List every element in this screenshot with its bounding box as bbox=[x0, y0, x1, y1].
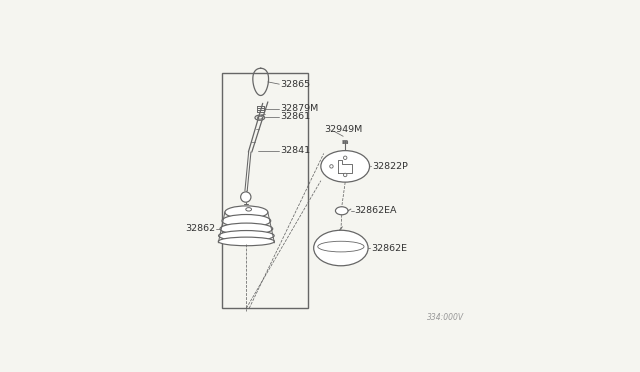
Text: 32841: 32841 bbox=[280, 146, 310, 155]
Circle shape bbox=[344, 156, 347, 160]
Ellipse shape bbox=[335, 207, 348, 215]
Text: 32949M: 32949M bbox=[324, 125, 362, 134]
Text: 32865: 32865 bbox=[280, 80, 310, 89]
Text: 334:000V: 334:000V bbox=[427, 314, 464, 323]
Ellipse shape bbox=[225, 206, 268, 218]
Text: 32822P: 32822P bbox=[372, 162, 408, 171]
Text: 32862: 32862 bbox=[186, 224, 216, 233]
Text: 32862E: 32862E bbox=[371, 244, 407, 253]
Ellipse shape bbox=[220, 223, 273, 235]
Text: 32861: 32861 bbox=[280, 112, 310, 121]
Bar bbox=[222, 73, 308, 308]
Ellipse shape bbox=[222, 215, 271, 227]
Ellipse shape bbox=[246, 208, 252, 211]
Ellipse shape bbox=[219, 231, 274, 241]
Circle shape bbox=[241, 192, 251, 202]
Ellipse shape bbox=[321, 151, 369, 182]
Ellipse shape bbox=[314, 230, 368, 266]
Circle shape bbox=[344, 173, 347, 177]
Text: 32862EA: 32862EA bbox=[355, 206, 397, 215]
Text: 32879M: 32879M bbox=[280, 104, 319, 113]
Ellipse shape bbox=[218, 237, 275, 246]
Circle shape bbox=[330, 165, 333, 168]
